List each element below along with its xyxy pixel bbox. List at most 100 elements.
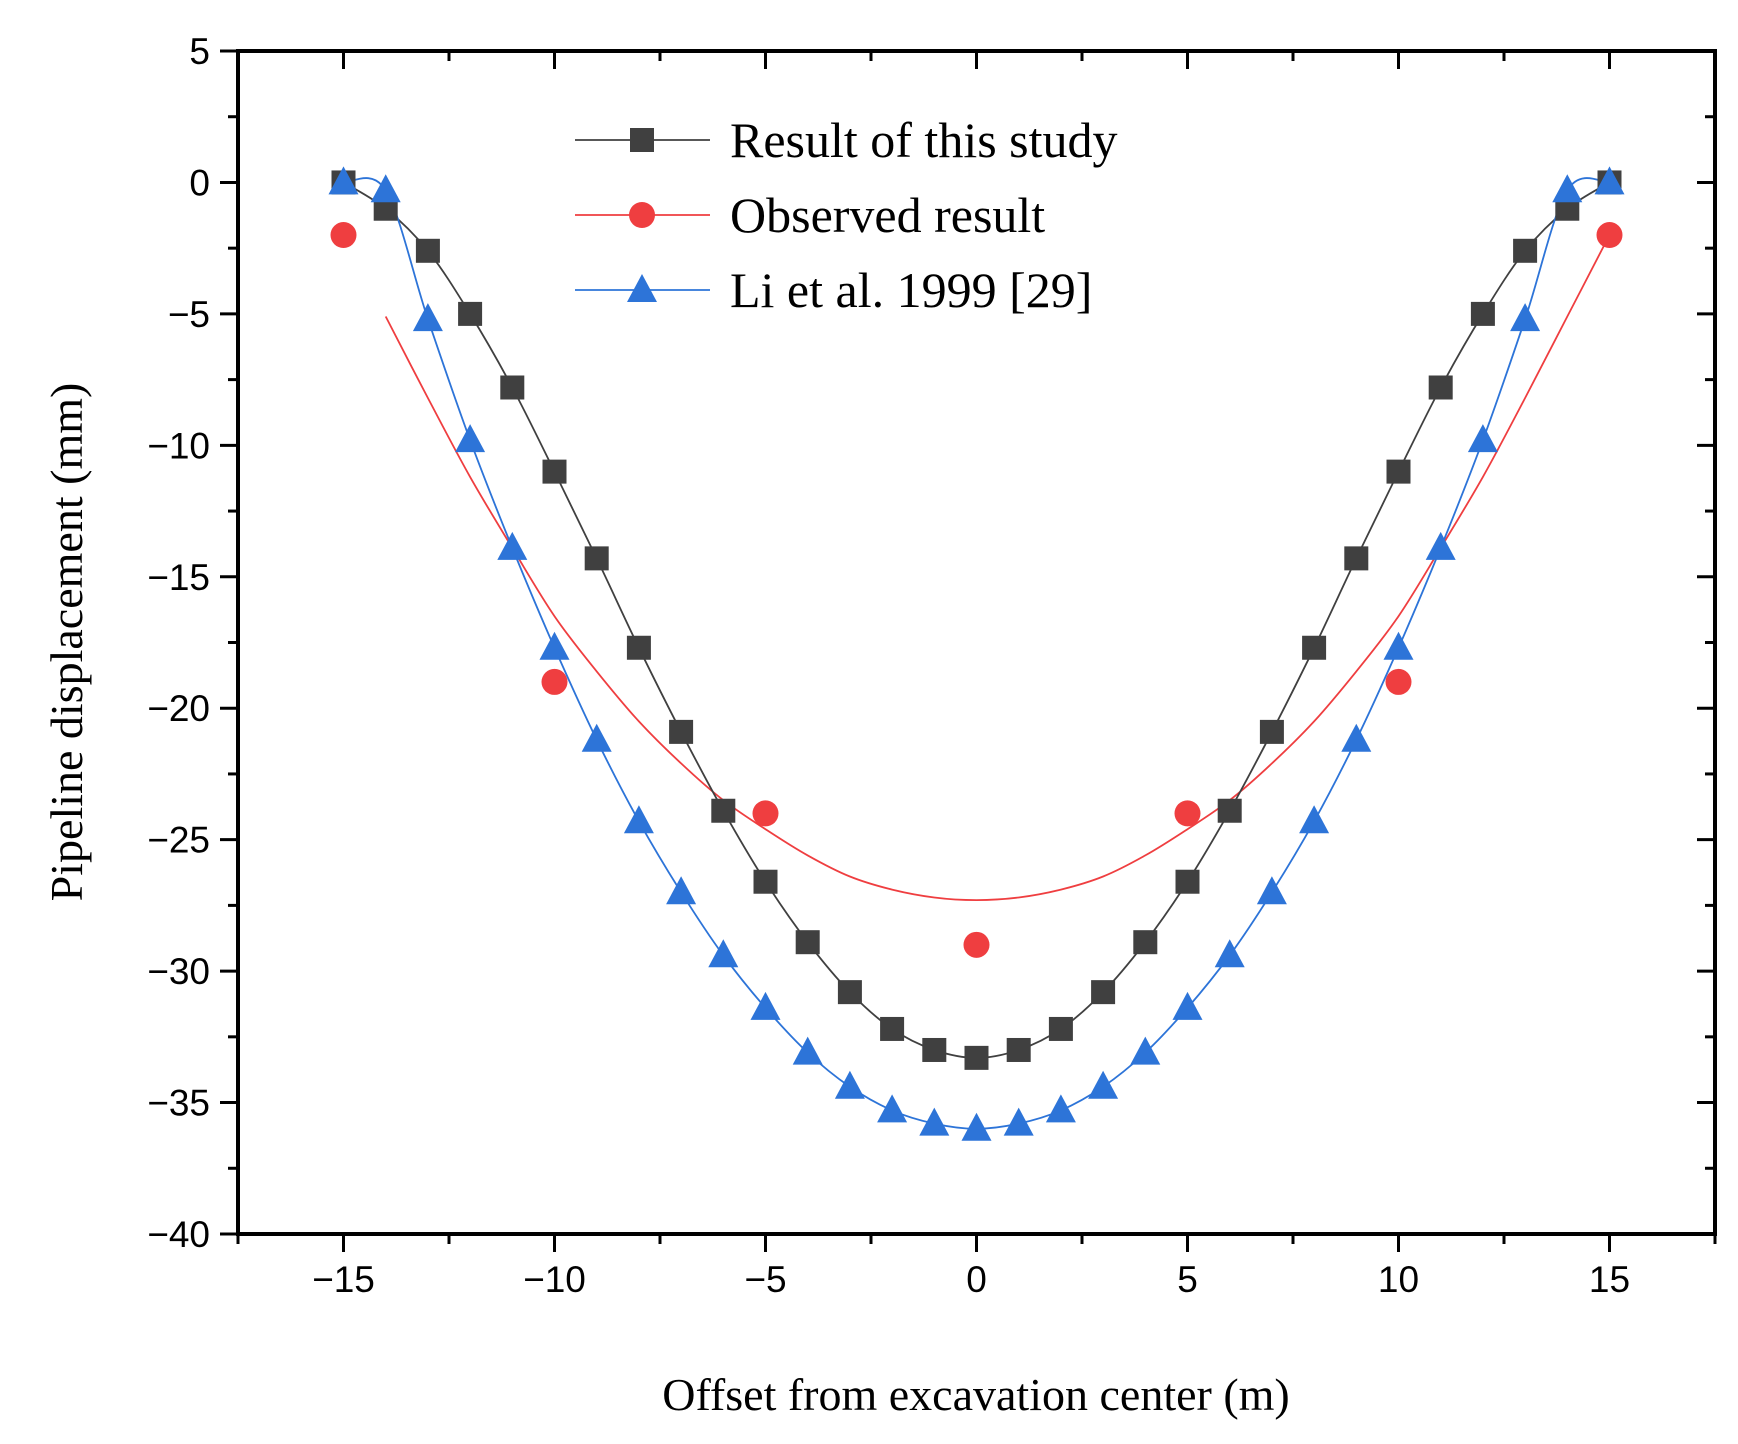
data-point-square (1386, 459, 1411, 484)
series-fit-line (384, 234, 1611, 902)
data-point-square (1217, 798, 1242, 823)
data-point-triangle (1045, 1094, 1076, 1123)
data-point-square (795, 930, 820, 955)
x-tick-label: −15 (312, 1259, 375, 1300)
data-point-square (711, 798, 736, 823)
data-point-circle (330, 222, 357, 249)
data-point-triangle (581, 723, 612, 752)
data-point-circle (752, 800, 779, 827)
y-tick-label: 0 (189, 162, 210, 203)
data-point-triangle (1256, 876, 1287, 905)
series-line (343, 177, 1610, 1130)
data-point-square (626, 635, 651, 660)
data-point-circle (1385, 668, 1412, 695)
data-point-square (1175, 869, 1200, 894)
y-axis-title: Pipeline displacement (mm) (41, 383, 92, 902)
data-point-triangle (1172, 991, 1203, 1020)
data-point-triangle (370, 174, 401, 203)
data-point-square (458, 301, 483, 326)
y-tick-label: −10 (147, 425, 210, 466)
plot-frame (236, 49, 1717, 1236)
data-point-square (1344, 546, 1369, 571)
data-point-triangle (1510, 303, 1541, 332)
data-point-square (1428, 375, 1453, 400)
data-point-triangle (792, 1036, 823, 1065)
data-point-triangle (666, 876, 697, 905)
data-point-square (922, 1037, 947, 1062)
data-point-triangle (1552, 174, 1583, 203)
data-point-triangle (328, 166, 359, 195)
data-point-square (584, 546, 609, 571)
data-point-square (1006, 1037, 1031, 1062)
data-point-circle (1174, 800, 1201, 827)
data-point-square (1048, 1016, 1073, 1041)
y-tick-label: −5 (168, 294, 210, 335)
data-point-triangle (1341, 723, 1372, 752)
y-tick-label: 5 (189, 31, 210, 72)
data-point-square (415, 238, 440, 263)
data-point-triangle (1003, 1107, 1034, 1136)
data-point-square (1470, 301, 1495, 326)
legend-marker-triangle (627, 274, 657, 302)
y-tick-label: −15 (147, 557, 210, 598)
data-point-triangle (455, 424, 486, 453)
data-point-circle (1596, 222, 1623, 249)
y-tick-label: −25 (147, 820, 210, 861)
data-point-square (1133, 930, 1158, 955)
y-tick-label: −30 (147, 951, 210, 992)
y-tick-label: −20 (147, 688, 210, 729)
legend-label: Result of this study (730, 112, 1118, 168)
data-point-square (880, 1016, 905, 1041)
data-point-triangle (623, 805, 654, 834)
data-point-square (1091, 980, 1116, 1005)
x-tick-label: 5 (1177, 1259, 1198, 1300)
fit-lines (384, 234, 1611, 902)
series-lines (343, 177, 1610, 1130)
data-point-square (964, 1045, 989, 1070)
data-point-triangle (1467, 424, 1498, 453)
x-tick-label: −10 (523, 1259, 586, 1300)
data-point-triangle (1299, 805, 1330, 834)
data-point-square (669, 719, 694, 744)
x-tick-label: −5 (744, 1259, 786, 1300)
legend-marker-square (630, 128, 654, 152)
data-point-triangle (497, 531, 528, 560)
data-point-square (500, 375, 525, 400)
data-point-square (753, 869, 778, 894)
data-point-triangle (834, 1070, 865, 1099)
data-point-circle (963, 931, 990, 958)
x-tick-label: 10 (1378, 1259, 1419, 1300)
legend-label: Li et al. 1999 [29] (730, 262, 1092, 318)
data-point-triangle (1214, 939, 1245, 968)
data-point-triangle (961, 1112, 992, 1141)
data-markers (328, 166, 1625, 1141)
legend: Result of this study Observed result Li et… (575, 112, 1118, 318)
data-point-triangle (1130, 1036, 1161, 1065)
x-tick-label: 15 (1589, 1259, 1630, 1300)
x-axis-title: Offset from excavation center (m) (662, 1369, 1290, 1420)
data-point-triangle (919, 1107, 950, 1136)
data-point-square (542, 459, 567, 484)
y-tick-label: −35 (147, 1083, 210, 1124)
data-point-triangle (1383, 631, 1414, 660)
data-point-circle (541, 668, 568, 695)
data-point-triangle (1594, 166, 1625, 195)
data-point-square (837, 980, 862, 1005)
data-point-triangle (1425, 531, 1456, 560)
legend-marker-circle (629, 202, 655, 228)
y-tick-label: −40 (147, 1214, 210, 1255)
data-point-square (1302, 635, 1327, 660)
data-point-triangle (750, 991, 781, 1020)
tick-labels: −15 −10 −5 0 5 10 15 5 0 −5 −10 −15 −20 −25 −30 −35 −40 (147, 31, 1630, 1300)
legend-label: Observed result (730, 187, 1045, 243)
data-point-triangle (708, 939, 739, 968)
data-point-triangle (412, 303, 443, 332)
data-point-triangle (539, 631, 570, 660)
x-tick-label: 0 (966, 1259, 987, 1300)
data-point-triangle (1088, 1070, 1119, 1099)
data-point-triangle (877, 1094, 908, 1123)
data-point-square (1259, 719, 1284, 744)
data-point-square (1513, 238, 1538, 263)
